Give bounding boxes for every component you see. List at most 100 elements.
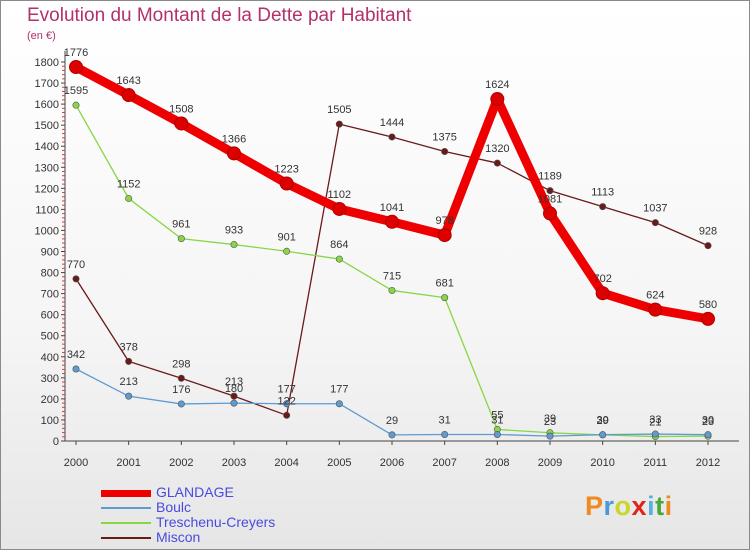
- data-label: 681: [435, 278, 453, 290]
- y-tick-label: 1700: [35, 78, 59, 90]
- y-tick-label: 100: [41, 415, 59, 427]
- data-point: [230, 241, 238, 249]
- data-label: 30: [702, 415, 714, 427]
- legend-swatch: [101, 489, 151, 497]
- unit-label: (en €): [27, 30, 56, 42]
- data-point: [72, 365, 80, 373]
- data-point: [599, 431, 607, 439]
- data-label: 31: [439, 414, 451, 426]
- data-label: 31: [491, 414, 503, 426]
- logo-letter: t: [655, 491, 665, 521]
- data-point: [335, 120, 343, 128]
- data-label: 1189: [538, 171, 562, 183]
- data-label: 901: [277, 231, 295, 243]
- data-point: [388, 133, 396, 141]
- data-label: 122: [277, 395, 295, 407]
- data-label: 1505: [327, 104, 351, 116]
- data-label: 1081: [538, 193, 562, 205]
- data-point: [121, 88, 136, 103]
- x-tick-label: 2001: [116, 457, 140, 469]
- data-label: 933: [225, 225, 243, 237]
- x-tick-label: 2002: [169, 457, 193, 469]
- data-point: [283, 411, 291, 419]
- data-point: [388, 286, 396, 294]
- y-tick-label: 1200: [35, 183, 59, 195]
- logo-letter: o: [614, 491, 632, 521]
- data-point: [335, 400, 343, 408]
- data-label: 961: [172, 219, 190, 231]
- data-point: [283, 247, 291, 255]
- data-label: 1624: [485, 79, 509, 91]
- x-tick-label: 2006: [380, 457, 404, 469]
- data-label: 864: [330, 239, 348, 251]
- y-tick-label: 400: [41, 352, 59, 364]
- data-point: [441, 294, 449, 302]
- y-tick-label: 1600: [35, 99, 59, 111]
- chart-title: Evolution du Montant de la Dette par Hab…: [27, 5, 412, 26]
- data-label: 1320: [485, 143, 509, 155]
- x-tick-label: 2007: [432, 457, 456, 469]
- data-point: [701, 311, 715, 326]
- x-tick-label: 2009: [538, 457, 562, 469]
- data-point: [283, 400, 291, 408]
- x-tick-label: 2003: [222, 457, 246, 469]
- data-point: [437, 228, 452, 243]
- data-point: [227, 146, 241, 161]
- y-tick-label: 1400: [35, 141, 59, 153]
- data-label: 1037: [643, 203, 667, 215]
- data-point: [385, 214, 399, 229]
- data-point: [493, 430, 501, 438]
- logo-letter: i: [647, 491, 656, 521]
- data-label: 1223: [274, 163, 298, 175]
- y-tick-label: 700: [41, 289, 59, 301]
- proxiti-logo: Proxiti: [585, 491, 673, 522]
- data-point: [490, 92, 505, 107]
- legend-swatch: [101, 522, 151, 524]
- data-point: [595, 286, 610, 301]
- data-point: [125, 194, 133, 202]
- logo-letter: x: [631, 491, 648, 521]
- data-point: [125, 392, 133, 400]
- data-point: [69, 60, 83, 75]
- data-point: [177, 374, 185, 382]
- y-tick-label: 1100: [35, 204, 59, 216]
- legend-label: Treschenu-Creyers: [156, 514, 276, 530]
- x-tick-label: 2012: [696, 457, 720, 469]
- data-point: [704, 431, 712, 439]
- logo-letter: i: [664, 491, 673, 521]
- data-point: [174, 116, 189, 131]
- data-point: [441, 147, 449, 155]
- data-label: 55: [491, 409, 503, 421]
- data-point: [599, 203, 607, 211]
- data-point: [441, 430, 449, 438]
- x-tick-label: 2010: [590, 457, 614, 469]
- legend-swatch: [101, 507, 151, 509]
- data-point: [279, 176, 294, 191]
- data-label: 1508: [169, 103, 193, 115]
- data-label: 1595: [64, 85, 88, 97]
- data-label: 770: [67, 259, 85, 271]
- x-tick-label: 2005: [327, 457, 351, 469]
- data-point: [125, 357, 133, 365]
- y-tick-label: 1500: [35, 120, 59, 132]
- y-tick-label: 800: [41, 268, 59, 280]
- data-label: 1375: [432, 131, 456, 143]
- legend-label: GLANDAGE: [156, 484, 234, 500]
- data-point: [230, 399, 238, 407]
- data-label: 1366: [222, 133, 246, 145]
- y-tick-label: 1800: [35, 57, 59, 69]
- data-point: [72, 101, 80, 109]
- y-tick-label: 900: [41, 247, 59, 259]
- y-tick-label: 1000: [35, 225, 59, 237]
- data-point: [72, 275, 80, 283]
- data-label: 176: [172, 384, 190, 396]
- data-point: [177, 400, 185, 408]
- data-label: 580: [699, 299, 717, 311]
- data-label: 1152: [117, 178, 141, 190]
- data-point: [177, 235, 185, 243]
- data-label: 33: [649, 414, 661, 426]
- data-label: 23: [544, 416, 556, 428]
- data-label: 928: [699, 226, 717, 238]
